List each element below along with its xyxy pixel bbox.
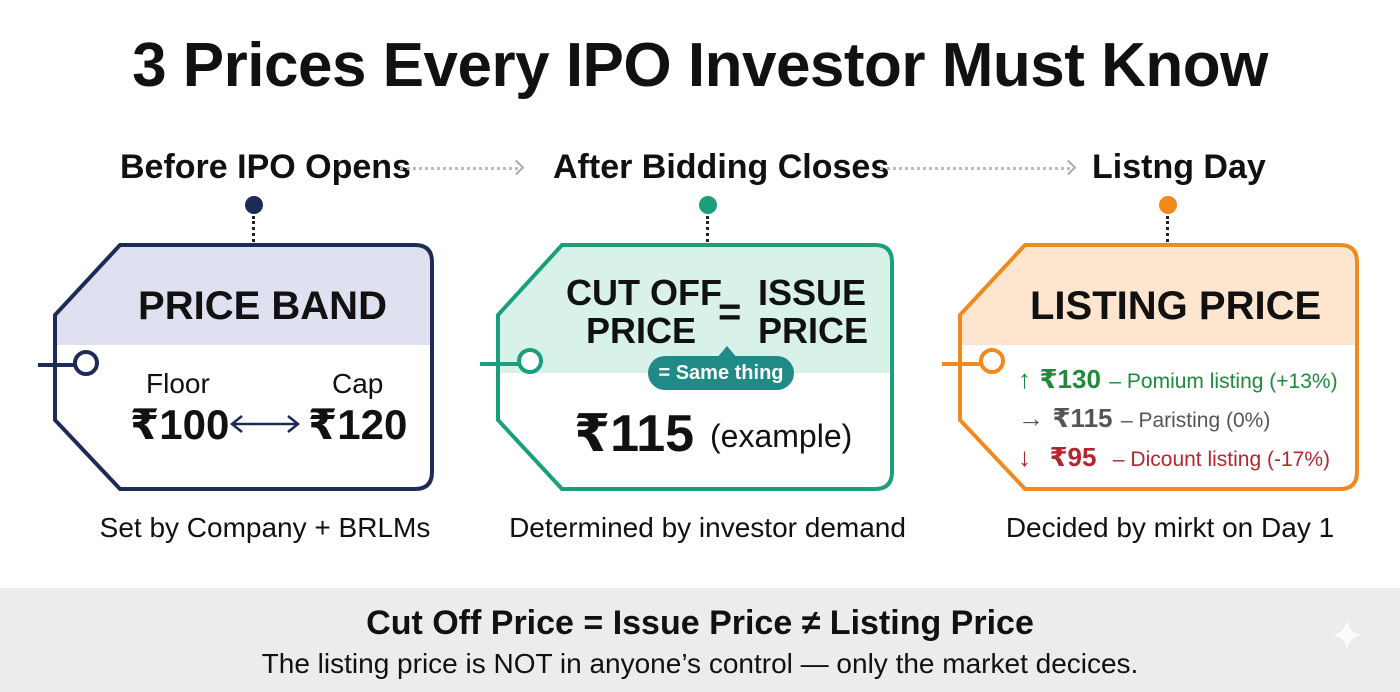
page-title: 3 Prices Every IPO Investor Must Know [132,31,1268,100]
stage-label-after-bidding: After Bidding Closes [553,148,890,186]
price-band-tag [38,243,434,491]
down-arrow-icon: ↓ [1018,442,1031,472]
listing-price-tag [942,243,1359,491]
cut-off-equals: = [718,290,742,334]
up-arrow-icon: ↑ [1018,364,1031,394]
flow-arrow-2 [880,167,1070,178]
flow-arrow-1 [400,167,518,178]
cut-off-heading-right-2: PRICE [758,310,869,351]
double-arrow-icon [229,415,301,433]
stem-orange [1166,216,1169,242]
right-arrow-icon: → [1018,403,1044,433]
cut-off-value-note: (example) [710,418,853,454]
stem-navy [252,216,255,242]
cap-label: Cap [332,368,384,399]
par-value: ₹115 [1052,403,1113,433]
cap-value: ₹120 [308,401,408,448]
summary-headline: Cut Off Price = Issue Price ≠ Listing Pr… [366,604,1034,642]
listing-row-par: → ₹115 – Paristing (0%) [1018,403,1270,434]
cut-off-heading-left-1: CUT OFF [566,272,722,313]
floor-value: ₹100 [130,401,230,448]
stage-dot-green [699,196,717,214]
discount-value: ₹95 [1049,442,1097,472]
cut-off-heading-right-1: ISSUE [758,272,867,313]
discount-desc: – Dicount listing (-17%) [1112,448,1331,471]
summary-band [0,588,1400,692]
summary-subtext: The listing price is NOT in anyone’s con… [261,648,1139,679]
listing-price-heading: LISTING PRICE [1030,284,1322,328]
premium-desc: – Pomium listing (+13%) [1109,370,1338,393]
listing-row-discount: ↓ ₹95 – Dicount listing (-17%) [1018,442,1330,473]
floor-label: Floor [146,368,210,399]
stem-green [706,216,709,242]
par-desc: – Paristing (0%) [1120,409,1271,432]
premium-value: ₹130 [1039,364,1101,394]
cut-off-value: ₹115 [574,405,695,463]
listing-row-premium: ↑ ₹130 – Pomium listing (+13%) [1018,364,1338,395]
stage-dot-orange [1159,196,1177,214]
stage-label-listing-day: Listng Day [1092,148,1266,186]
cut-off-caption: Determined by investor demand [509,512,906,543]
stage-label-before-ipo: Before IPO Opens [120,148,411,186]
listing-caption: Decided by mirkt on Day 1 [1005,512,1335,543]
sparkle-icon [1332,620,1362,650]
price-band-caption: Set by Company + BRLMs [99,512,431,543]
badge-pointer [716,346,738,359]
stage-dot-navy [245,196,263,214]
price-band-heading: PRICE BAND [138,284,387,328]
cut-off-heading-left-2: PRICE [586,310,697,351]
same-thing-badge: = Same thing [648,356,794,390]
